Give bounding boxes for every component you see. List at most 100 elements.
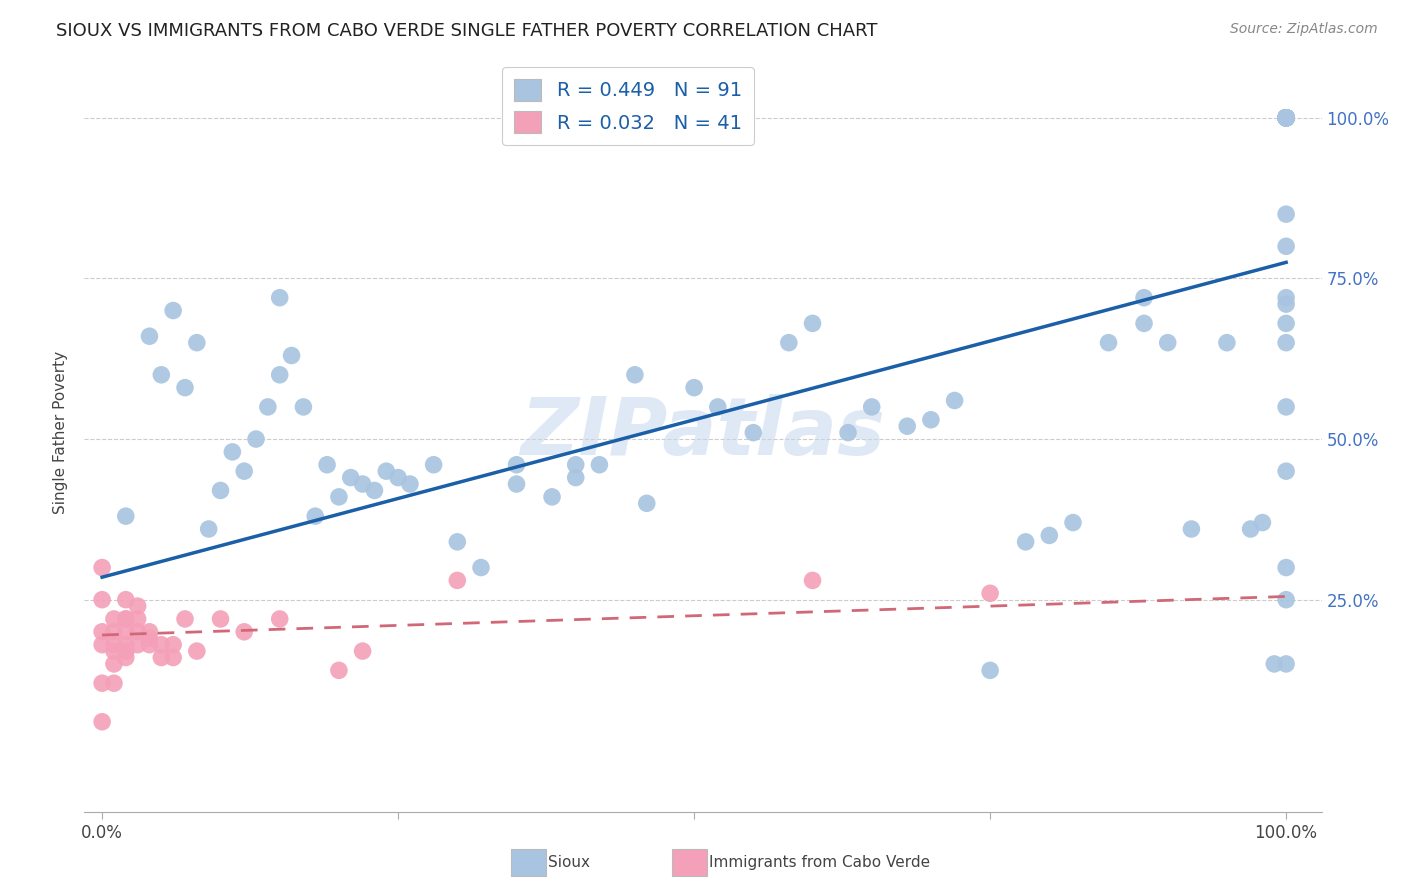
- Point: [269, 291, 291, 305]
- Point: [174, 381, 197, 395]
- Point: [979, 664, 1001, 678]
- Point: [103, 638, 125, 652]
- Point: [1275, 335, 1298, 350]
- Point: [1275, 111, 1298, 125]
- Point: [1251, 516, 1274, 530]
- Point: [1275, 111, 1298, 125]
- Point: [624, 368, 647, 382]
- Point: [896, 419, 918, 434]
- Point: [387, 470, 409, 484]
- Point: [1275, 111, 1298, 125]
- Point: [150, 638, 173, 652]
- Point: [316, 458, 339, 472]
- Point: [233, 624, 256, 639]
- Point: [1275, 111, 1298, 125]
- Point: [162, 303, 184, 318]
- Point: [1275, 111, 1298, 125]
- Point: [103, 624, 125, 639]
- Point: [138, 632, 160, 646]
- Point: [1275, 592, 1298, 607]
- Point: [1239, 522, 1261, 536]
- Point: [114, 612, 136, 626]
- Text: Immigrants from Cabo Verde: Immigrants from Cabo Verde: [709, 855, 931, 870]
- Legend: R = 0.449   N = 91, R = 0.032   N = 41: R = 0.449 N = 91, R = 0.032 N = 41: [502, 67, 754, 145]
- Point: [1275, 111, 1298, 125]
- Point: [1275, 239, 1298, 253]
- Point: [197, 522, 219, 536]
- Point: [1275, 111, 1298, 125]
- Text: SIOUX VS IMMIGRANTS FROM CABO VERDE SINGLE FATHER POVERTY CORRELATION CHART: SIOUX VS IMMIGRANTS FROM CABO VERDE SING…: [56, 22, 877, 40]
- Point: [114, 650, 136, 665]
- Text: Source: ZipAtlas.com: Source: ZipAtlas.com: [1230, 22, 1378, 37]
- Point: [127, 624, 149, 639]
- Point: [1275, 111, 1298, 125]
- Point: [943, 393, 966, 408]
- Point: [1275, 111, 1298, 125]
- Point: [1275, 297, 1298, 311]
- Point: [1275, 111, 1298, 125]
- Point: [1275, 111, 1298, 125]
- Point: [328, 664, 350, 678]
- Point: [162, 638, 184, 652]
- Point: [920, 413, 942, 427]
- Point: [422, 458, 444, 472]
- Point: [269, 612, 291, 626]
- Point: [446, 534, 468, 549]
- Point: [292, 400, 315, 414]
- Point: [1275, 111, 1298, 125]
- Point: [245, 432, 267, 446]
- Point: [1275, 207, 1298, 221]
- Point: [352, 644, 374, 658]
- Point: [114, 624, 136, 639]
- Point: [1275, 111, 1298, 125]
- Point: [209, 612, 232, 626]
- Point: [103, 612, 125, 626]
- Point: [114, 592, 136, 607]
- Point: [1275, 111, 1298, 125]
- Point: [328, 490, 350, 504]
- Point: [1275, 111, 1298, 125]
- Point: [564, 458, 586, 472]
- Point: [91, 714, 114, 729]
- Point: [801, 574, 824, 588]
- Point: [1014, 534, 1036, 549]
- Point: [1275, 111, 1298, 125]
- Point: [127, 599, 149, 613]
- Y-axis label: Single Father Poverty: Single Father Poverty: [53, 351, 69, 514]
- Point: [127, 612, 149, 626]
- Point: [257, 400, 280, 414]
- Point: [837, 425, 859, 440]
- Point: [150, 650, 173, 665]
- Point: [707, 400, 730, 414]
- Point: [1275, 111, 1298, 125]
- Point: [114, 638, 136, 652]
- Point: [1216, 335, 1239, 350]
- Point: [280, 349, 302, 363]
- Text: Sioux: Sioux: [548, 855, 591, 870]
- Point: [1275, 657, 1298, 671]
- Point: [683, 381, 706, 395]
- Point: [1275, 560, 1298, 574]
- Point: [91, 676, 114, 690]
- Point: [1275, 400, 1298, 414]
- Point: [1133, 291, 1156, 305]
- Point: [186, 335, 208, 350]
- Point: [636, 496, 658, 510]
- Point: [233, 464, 256, 478]
- Point: [1275, 111, 1298, 125]
- Point: [269, 368, 291, 382]
- Point: [564, 470, 586, 484]
- Point: [1133, 317, 1156, 331]
- Point: [778, 335, 800, 350]
- Text: ZIPatlas: ZIPatlas: [520, 393, 886, 472]
- Point: [1275, 111, 1298, 125]
- Point: [304, 509, 326, 524]
- Point: [352, 477, 374, 491]
- Point: [138, 624, 160, 639]
- Point: [979, 586, 1001, 600]
- Point: [103, 676, 125, 690]
- Point: [209, 483, 232, 498]
- Point: [114, 644, 136, 658]
- Point: [1062, 516, 1084, 530]
- Point: [138, 329, 160, 343]
